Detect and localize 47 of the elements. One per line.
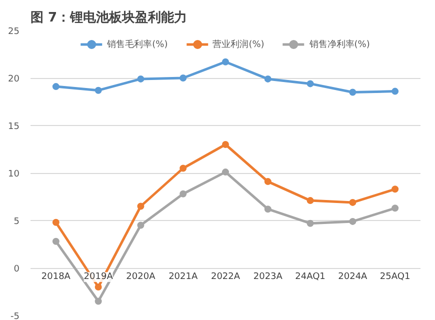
x-tick-label: 25AQ1	[380, 272, 410, 282]
x-tick-label: 2023A	[253, 272, 284, 282]
y-tick-label: 0	[14, 264, 20, 274]
point	[306, 80, 314, 88]
x-tick-label: 2024A	[338, 272, 368, 282]
x-tick-label: 24AQ1	[295, 272, 326, 282]
point	[94, 284, 102, 290]
point	[349, 218, 356, 225]
point	[264, 206, 272, 213]
chart-title: 图 7：锂电池板块盈利能力	[30, 10, 188, 26]
point	[392, 204, 399, 212]
legend-label: 营业利润(%)	[212, 38, 264, 50]
legend-label: 销售净利率(%)	[309, 38, 370, 50]
point	[52, 83, 60, 90]
y-tick-label: 10	[8, 170, 20, 180]
x-tick-label: 2019A	[84, 272, 114, 282]
point	[306, 197, 314, 204]
point	[180, 74, 187, 82]
point	[52, 218, 60, 226]
point	[94, 298, 102, 305]
y-tick-label: 15	[8, 122, 20, 132]
x-tick-label: 2022A	[210, 272, 241, 282]
point	[52, 238, 60, 245]
point	[222, 58, 229, 66]
point	[137, 222, 144, 229]
legend-label: 销售毛利率(%)	[107, 38, 168, 50]
point	[264, 178, 272, 186]
y-tick-label: 20	[8, 74, 20, 84]
x-tick-label: 2020A	[126, 272, 156, 282]
point	[306, 220, 314, 227]
y-tick-label: 25	[8, 27, 20, 37]
x-tick-label: 2021A	[168, 272, 198, 282]
point	[94, 86, 102, 94]
point	[180, 164, 187, 172]
point	[180, 190, 187, 198]
x-tick-label: 2018A	[41, 272, 72, 282]
point	[392, 88, 399, 95]
point	[392, 186, 399, 193]
y-tick-label: -5	[10, 312, 20, 320]
point	[349, 198, 356, 206]
point	[264, 75, 272, 82]
point	[137, 75, 144, 82]
point	[222, 141, 229, 148]
y-tick-label: 5	[14, 217, 20, 227]
point	[222, 168, 229, 176]
point	[349, 88, 356, 96]
point	[137, 202, 144, 210]
